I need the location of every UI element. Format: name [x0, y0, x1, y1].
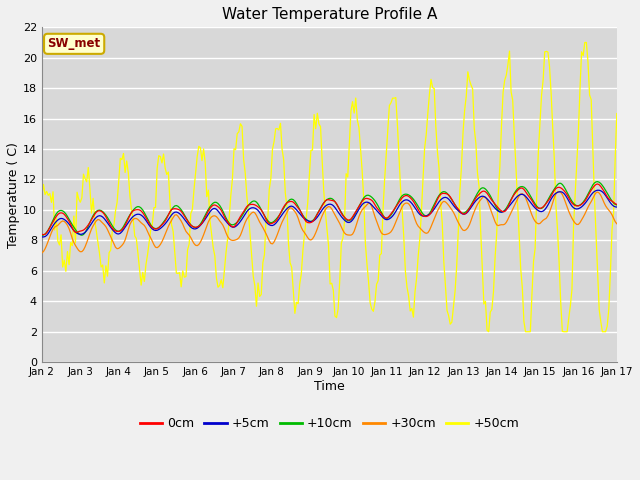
Y-axis label: Temperature ( C): Temperature ( C)	[7, 142, 20, 248]
X-axis label: Time: Time	[314, 380, 345, 393]
Legend: 0cm, +5cm, +10cm, +30cm, +50cm: 0cm, +5cm, +10cm, +30cm, +50cm	[134, 412, 524, 435]
Title: Water Temperature Profile A: Water Temperature Profile A	[221, 7, 437, 22]
Text: SW_met: SW_met	[47, 37, 100, 50]
